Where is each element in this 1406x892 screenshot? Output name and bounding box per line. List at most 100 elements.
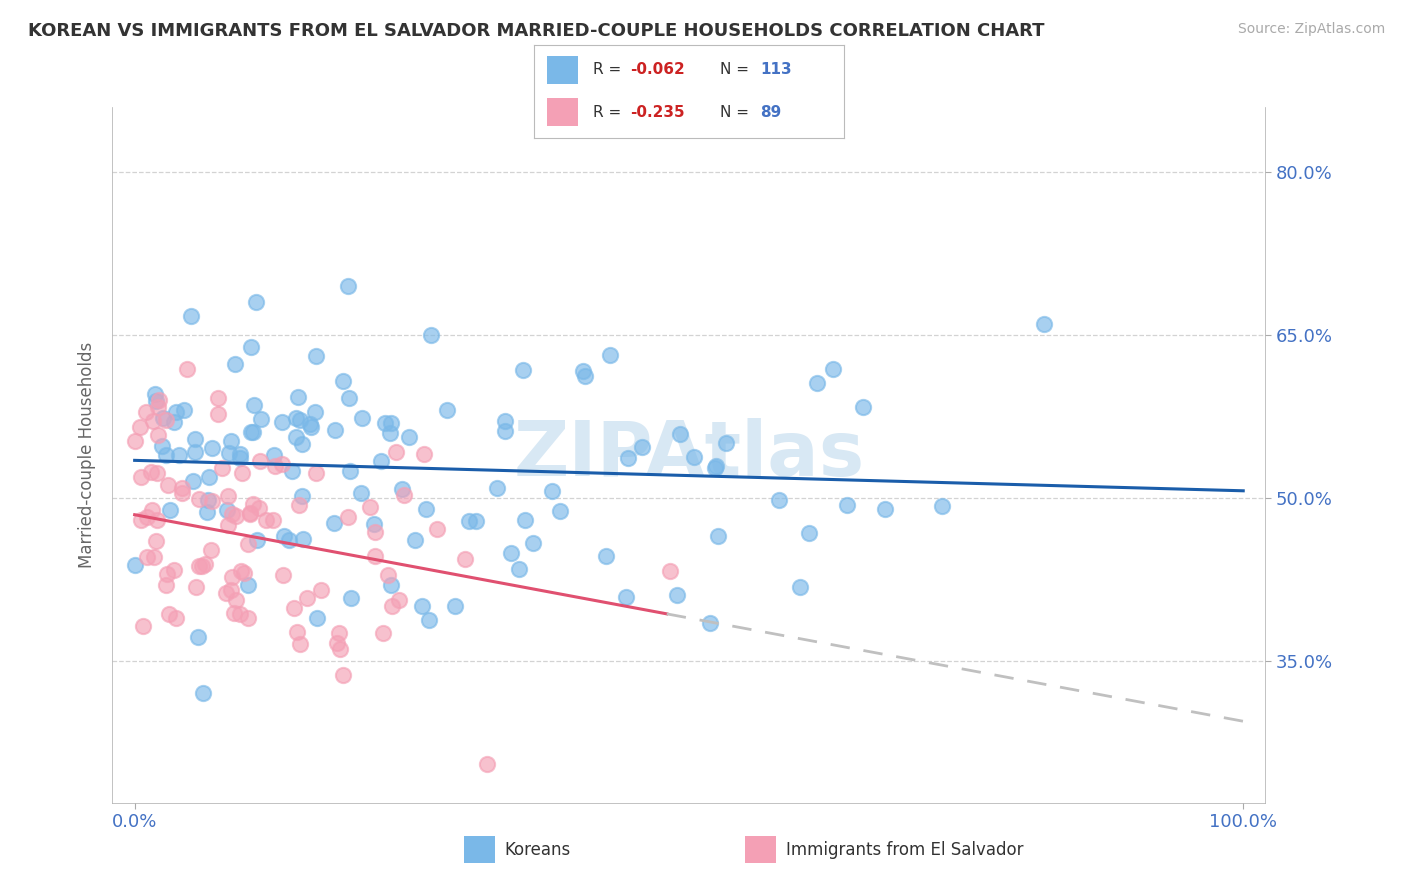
Point (305, 610, 328, 624)
Point (270, 457, 292, 471)
Point (388, 592, 411, 607)
Point (173, 403, 195, 417)
Point (217, 517, 239, 532)
Point (305, 466, 328, 480)
Point (284, 430, 307, 444)
Point (658, 564, 681, 578)
Point (124, 434, 146, 449)
Point (363, 516, 385, 531)
Point (191, 558, 214, 573)
Point (247, 500, 270, 515)
Point (299, 420, 322, 434)
Point (385, 445, 408, 459)
Point (170, 485, 193, 500)
Point (142, 414, 165, 428)
Point (931, 499, 953, 513)
Point (250, 412, 273, 426)
Point (669, 427, 692, 442)
Point (683, 450, 706, 465)
Point (512, 363, 534, 377)
Point (229, 564, 252, 578)
Point (444, 599, 467, 614)
Point (374, 416, 396, 430)
Text: Koreans: Koreans (505, 841, 571, 859)
Point (156, 478, 179, 492)
Text: -0.235: -0.235 (630, 104, 685, 120)
Point (200, 543, 222, 558)
Point (184, 432, 207, 446)
Point (155, 448, 177, 462)
Point (221, 570, 243, 584)
Text: KOREAN VS IMMIGRANTS FROM EL SALVADOR MARRIED-COUPLE HOUSEHOLDS CORRELATION CHAR: KOREAN VS IMMIGRANTS FROM EL SALVADOR MA… (28, 22, 1045, 40)
Point (232, 566, 254, 581)
Point (156, 566, 179, 581)
Point (380, 426, 402, 441)
Point (169, 448, 191, 462)
Point (391, 482, 413, 496)
Point (242, 425, 264, 440)
Point (143, 387, 166, 401)
Text: ZIPAtlas: ZIPAtlas (513, 418, 865, 491)
Point (240, 340, 263, 354)
Point (377, 568, 399, 582)
Point (197, 506, 219, 520)
Point (413, 447, 436, 461)
Y-axis label: Married-couple Households: Married-couple Households (77, 342, 96, 568)
Point (222, 606, 245, 620)
FancyBboxPatch shape (547, 56, 578, 84)
Point (165, 405, 187, 419)
Point (132, 619, 155, 633)
Point (411, 599, 433, 614)
Point (806, 376, 828, 391)
Point (277, 533, 299, 547)
Point (704, 459, 727, 474)
Point (246, 533, 269, 547)
Point (135, 405, 157, 419)
Point (136, 550, 159, 565)
Point (508, 562, 530, 576)
Point (221, 507, 243, 521)
Point (415, 502, 437, 516)
Point (332, 668, 354, 682)
Point (381, 599, 404, 614)
Point (299, 417, 322, 431)
Point (187, 492, 209, 507)
Point (143, 549, 166, 564)
Point (359, 500, 381, 514)
Point (513, 513, 536, 527)
Point (1033, 317, 1056, 331)
Point (404, 533, 426, 547)
Point (159, 503, 181, 517)
Point (238, 536, 260, 550)
Point (418, 613, 440, 627)
Point (152, 411, 174, 425)
Point (215, 585, 238, 599)
Point (145, 534, 167, 549)
Point (398, 430, 420, 444)
Point (465, 514, 488, 528)
Point (337, 279, 360, 293)
Point (541, 483, 564, 498)
Point (217, 489, 239, 503)
Text: N =: N = (720, 62, 754, 78)
Point (323, 516, 346, 530)
Point (155, 413, 177, 427)
Point (157, 607, 180, 621)
Point (128, 419, 150, 434)
Point (436, 403, 458, 417)
Point (666, 588, 689, 602)
Point (716, 436, 738, 450)
Point (304, 405, 326, 419)
Point (201, 442, 224, 456)
Point (280, 464, 302, 478)
Point (224, 357, 246, 371)
Point (254, 513, 277, 527)
Point (218, 446, 240, 460)
Point (148, 392, 170, 407)
Point (139, 465, 162, 479)
Point (768, 493, 790, 508)
Point (352, 410, 374, 425)
Point (363, 549, 385, 563)
Point (852, 400, 875, 414)
Text: Source: ZipAtlas.com: Source: ZipAtlas.com (1237, 22, 1385, 37)
